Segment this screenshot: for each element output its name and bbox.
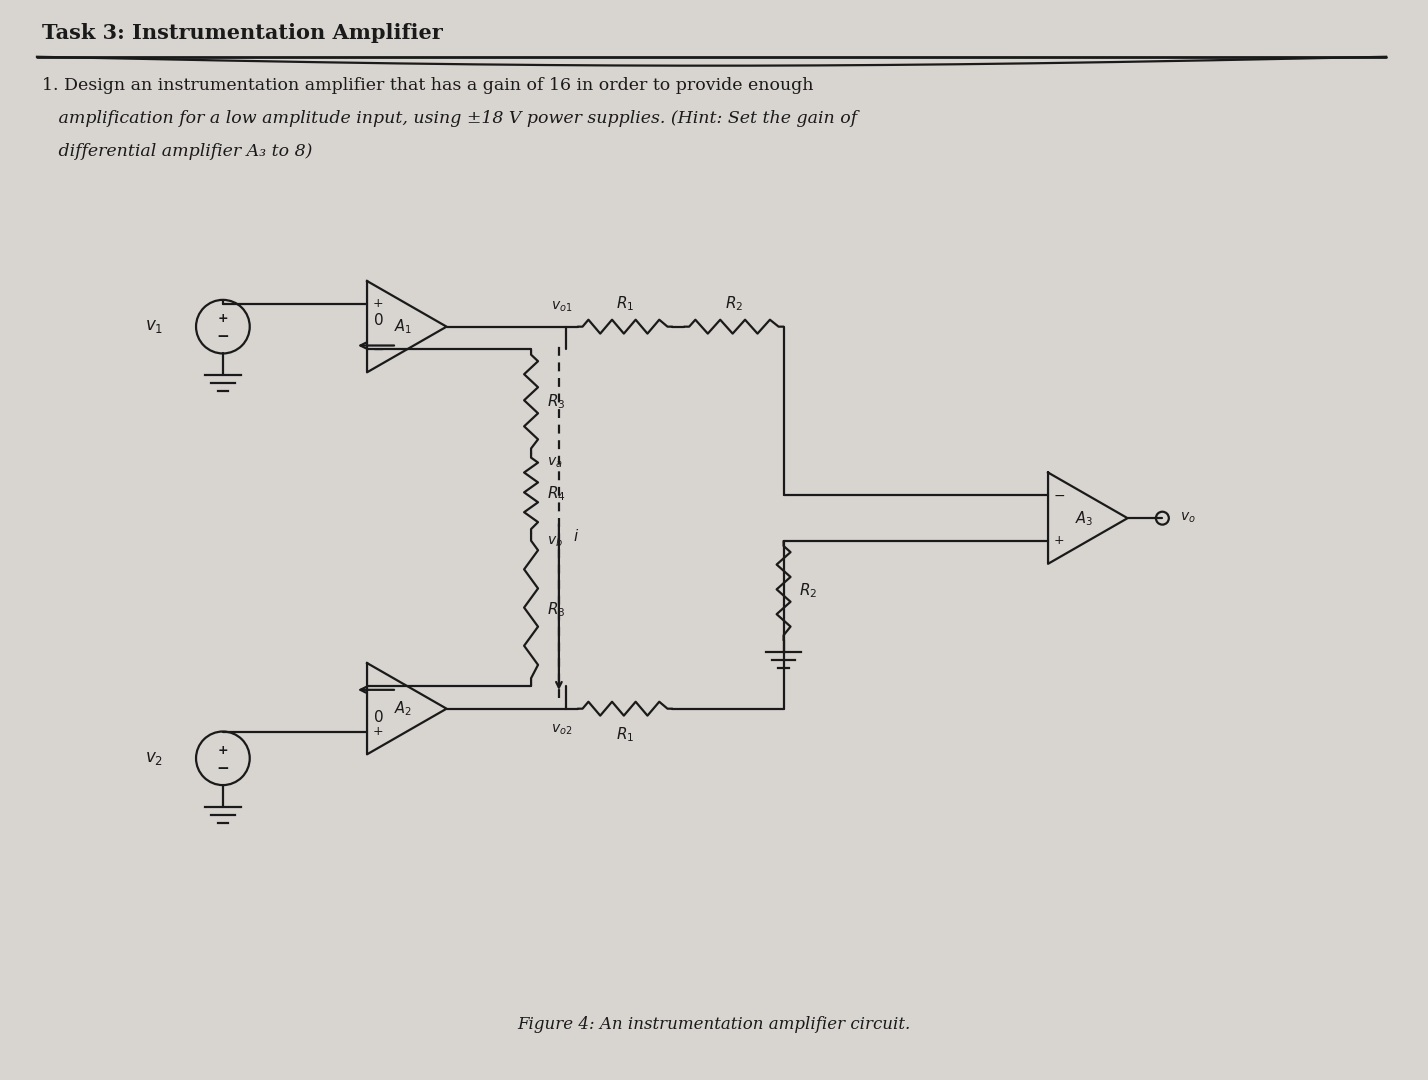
Text: $A_1$: $A_1$ [394, 318, 411, 336]
Text: −: − [217, 760, 230, 775]
Text: $v_{o2}$: $v_{o2}$ [551, 723, 573, 737]
Text: $R_2$: $R_2$ [725, 294, 743, 313]
Text: differential amplifier A₃ to 8): differential amplifier A₃ to 8) [41, 143, 313, 160]
Text: Task 3: Instrumentation Amplifier: Task 3: Instrumentation Amplifier [41, 23, 443, 43]
Text: 0: 0 [374, 312, 384, 327]
Text: −: − [217, 329, 230, 345]
Text: $R_3$: $R_3$ [547, 600, 565, 619]
Text: $i$: $i$ [573, 528, 578, 544]
Text: +: + [1054, 535, 1065, 548]
Text: $R_1$: $R_1$ [615, 294, 634, 313]
Text: −: − [373, 342, 384, 356]
Text: 1. Design an instrumentation amplifier that has a gain of 16 in order to provide: 1. Design an instrumentation amplifier t… [41, 78, 814, 94]
Text: +: + [217, 744, 228, 757]
Text: $v_b$: $v_b$ [547, 535, 563, 550]
Text: $R_2$: $R_2$ [800, 581, 818, 600]
Text: $A_2$: $A_2$ [394, 700, 411, 718]
Text: $R_3$: $R_3$ [547, 392, 565, 410]
Text: amplification for a low amplitude input, using ±18 V power supplies. (Hint: Set : amplification for a low amplitude input,… [41, 110, 857, 127]
Text: +: + [373, 297, 384, 310]
Text: $A_3$: $A_3$ [1075, 509, 1092, 527]
Text: +: + [373, 725, 384, 738]
Text: −: − [1054, 488, 1065, 502]
Text: $R_4$: $R_4$ [547, 484, 565, 502]
Text: $v_{o1}$: $v_{o1}$ [551, 299, 573, 314]
Text: $v_a$: $v_a$ [547, 456, 563, 470]
Text: Figure 4: An instrumentation amplifier circuit.: Figure 4: An instrumentation amplifier c… [517, 1015, 911, 1032]
Text: $v_2$: $v_2$ [146, 750, 163, 767]
Text: $v_1$: $v_1$ [146, 319, 163, 335]
Text: 0: 0 [374, 710, 384, 725]
Text: $v_o$: $v_o$ [1181, 511, 1197, 525]
Text: −: − [373, 679, 384, 693]
Text: $R_1$: $R_1$ [615, 726, 634, 744]
Text: +: + [217, 312, 228, 325]
